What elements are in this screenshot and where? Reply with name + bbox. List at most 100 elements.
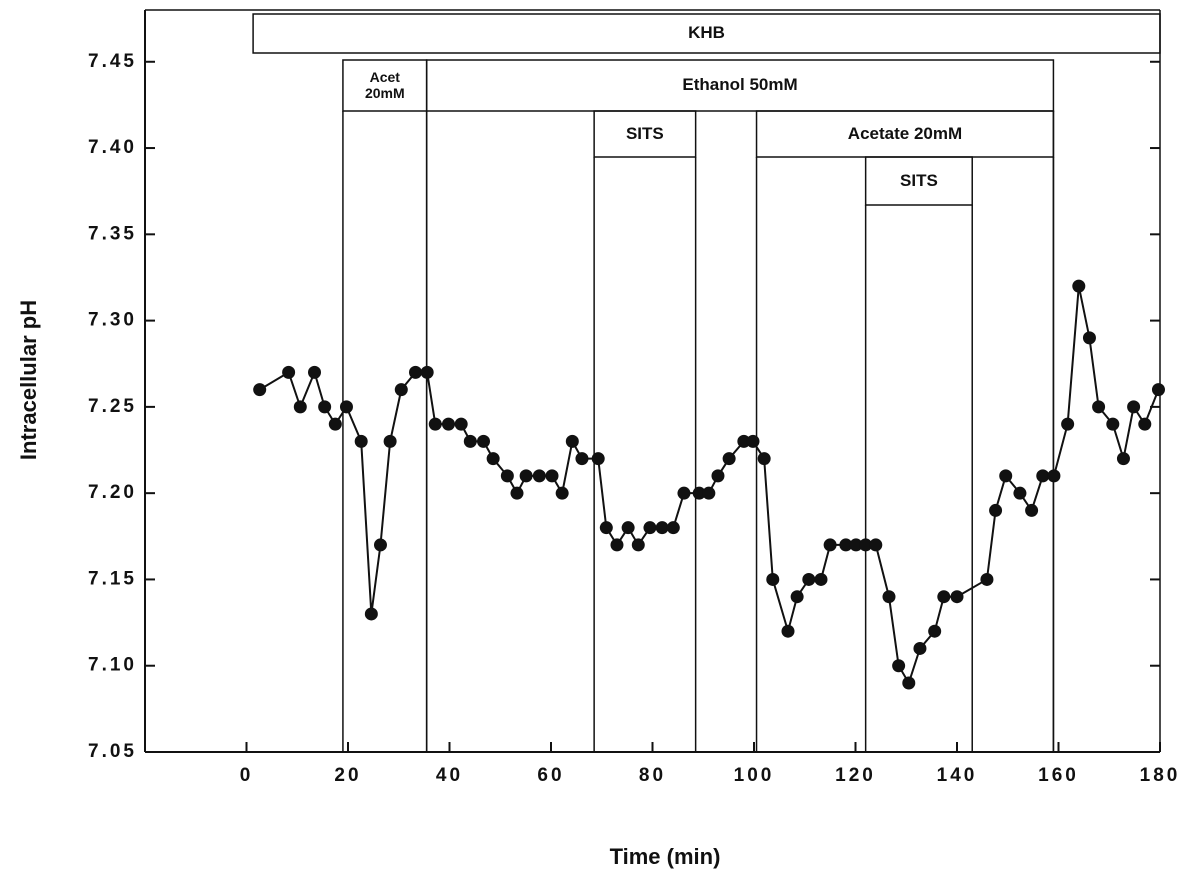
data-point [308,365,322,379]
data-point [666,521,680,535]
data-point [510,486,524,500]
data-point [610,538,624,552]
x-tick-label: 140 [937,765,978,786]
data-point [1138,417,1152,431]
data-point [766,572,780,586]
data-point [839,538,853,552]
treatment-label: Acet 20mM [364,69,405,101]
data-point [486,452,500,466]
data-point [621,521,635,535]
data-point [599,521,613,535]
data-point [823,538,837,552]
data-point [463,434,477,448]
data-point [892,659,906,673]
x-tick-label: 20 [334,765,361,786]
x-tick-label: 40 [436,765,463,786]
x-tick-label: 100 [734,765,775,786]
data-point [746,434,760,448]
y-axis-label: Intracellular pH [16,300,41,460]
data-point [441,417,455,431]
data-point [631,538,645,552]
data-point [328,417,342,431]
treatment-box [593,110,697,158]
data-point [677,486,691,500]
y-tick-label: 7.15 [88,568,137,589]
data-point [814,572,828,586]
data-point [781,624,795,638]
data-point [373,538,387,552]
data-point [394,383,408,397]
treatment-box [252,13,1161,54]
data-point [364,607,378,621]
data-point [1082,331,1096,345]
data-point [849,538,863,552]
y-tick-label: 7.40 [88,137,137,158]
data-point [565,434,579,448]
treatment-label: Acetate 20mM [847,123,963,143]
data-point [282,365,296,379]
data-point [408,365,422,379]
data-point [913,641,927,655]
x-tick-label: 0 [240,765,254,786]
data-point [354,434,368,448]
data-point [591,452,605,466]
data-point [757,452,771,466]
data-point [882,590,896,604]
data-point [692,486,706,500]
treatment-box [425,59,1055,112]
x-tick-label: 120 [835,765,876,786]
y-tick-label: 7.35 [88,223,137,244]
x-tick-label: 180 [1140,765,1181,786]
data-point [555,486,569,500]
data-point [428,417,442,431]
y-tick-label: 7.25 [88,396,137,417]
data-point [454,417,468,431]
data-point [1106,417,1120,431]
data-point [1047,469,1061,483]
data-point [989,503,1003,517]
data-point [737,434,751,448]
treatment-label: KHB [688,23,725,43]
data-point [575,452,589,466]
data-point [859,538,873,552]
data-point [722,452,736,466]
data-point [1092,400,1106,414]
data-point [318,400,332,414]
data-point [1036,469,1050,483]
data-point [802,572,816,586]
data-point [702,486,716,500]
data-point [790,590,804,604]
data-point [999,469,1013,483]
x-tick-label: 160 [1038,765,1079,786]
data-point [643,521,657,535]
data-point [1061,417,1075,431]
data-point [532,469,546,483]
data-point [293,400,307,414]
y-tick-label: 7.20 [88,482,137,503]
data-point [1116,452,1130,466]
data-point [902,676,916,690]
x-tick-label: 80 [639,765,666,786]
data-point [500,469,514,483]
data-point [253,383,267,397]
data-point [1013,486,1027,500]
data-point [420,365,434,379]
treatment-label: SITS [625,123,664,143]
y-tick-label: 7.05 [88,741,137,762]
data-point [1072,279,1086,293]
data-point [937,590,951,604]
data-point [711,469,725,483]
data-point [1151,383,1165,397]
data-point [477,434,491,448]
y-tick-label: 7.10 [88,655,137,676]
data-point [1127,400,1141,414]
data-point [869,538,883,552]
treatment-label: SITS [900,170,938,190]
data-point [980,572,994,586]
x-tick-label: 60 [537,765,564,786]
y-tick-label: 7.30 [88,310,137,331]
data-point [519,469,533,483]
x-axis-label: Time (min) [610,844,721,869]
